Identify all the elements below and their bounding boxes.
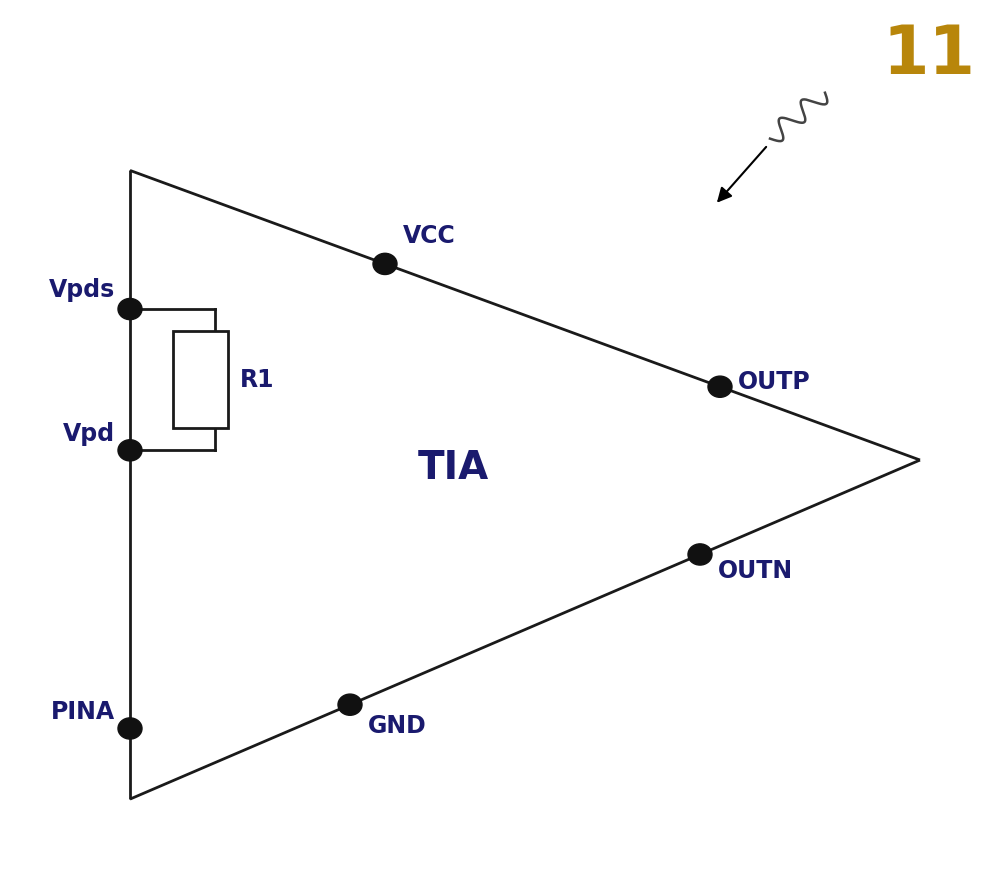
Circle shape: [373, 253, 397, 275]
Circle shape: [688, 544, 712, 565]
Circle shape: [118, 298, 142, 320]
Text: OUTN: OUTN: [718, 559, 793, 583]
Circle shape: [118, 718, 142, 739]
Circle shape: [708, 376, 732, 397]
Text: VCC: VCC: [403, 224, 456, 248]
Text: R1: R1: [240, 367, 274, 392]
Text: GND: GND: [368, 713, 427, 737]
Text: TIA: TIA: [418, 449, 489, 487]
Text: Vpd: Vpd: [63, 422, 115, 446]
Text: Vpds: Vpds: [49, 278, 115, 302]
Text: PINA: PINA: [51, 700, 115, 724]
Text: OUTP: OUTP: [738, 370, 811, 395]
Circle shape: [338, 694, 362, 715]
Circle shape: [118, 440, 142, 461]
Bar: [173, 331, 228, 428]
Text: 11: 11: [882, 22, 975, 88]
